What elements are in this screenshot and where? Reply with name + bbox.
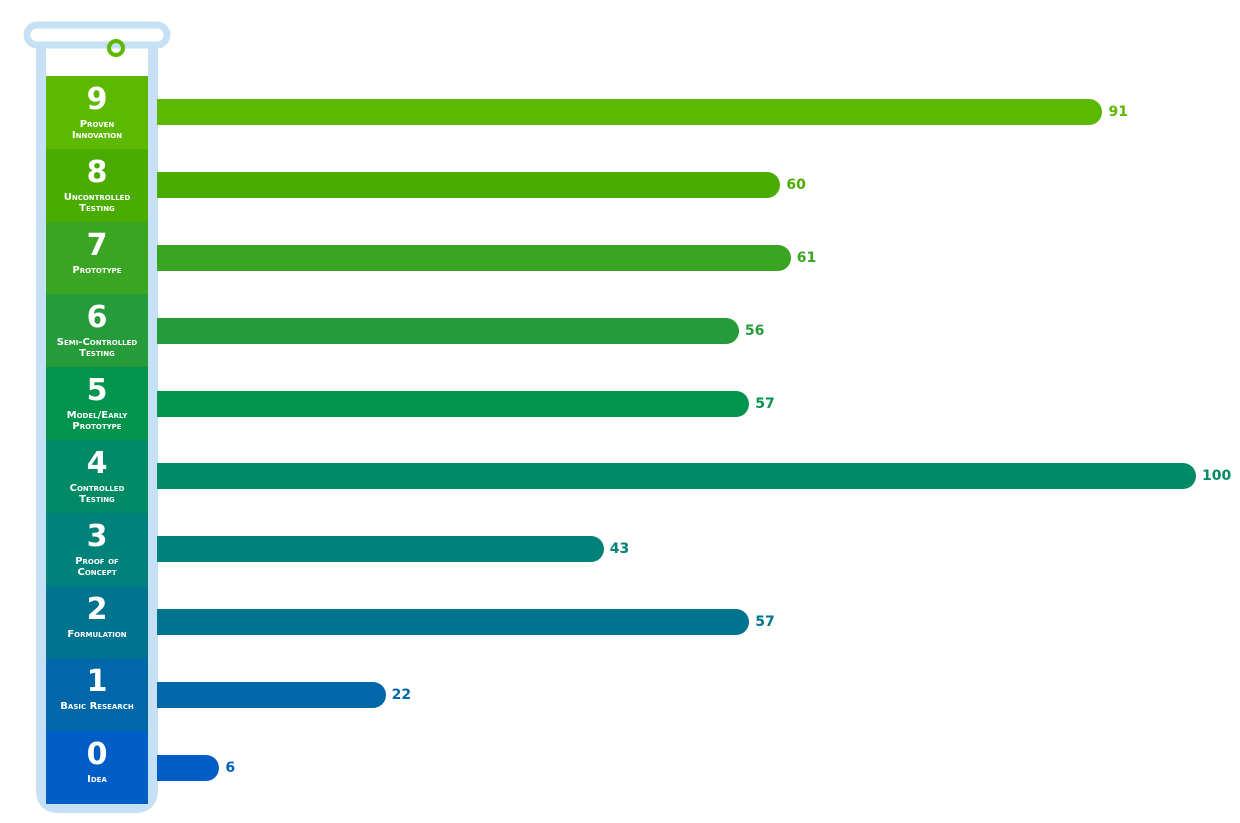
category-label: Proven Innovation (71, 119, 123, 141)
tube-segment: 4 Controlled Testing (46, 440, 148, 514)
category-label: Prototype (72, 264, 122, 276)
category-label: Uncontrolled Testing (63, 191, 131, 214)
tube-segment: 6 Semi-Controlled Testing (46, 294, 148, 368)
level-number: 3 (86, 518, 108, 554)
tube-rim (23, 21, 171, 49)
level-number: 9 (86, 82, 108, 117)
category-label: Formulation (67, 628, 127, 640)
level-number: 5 (86, 373, 108, 409)
bar (157, 463, 1196, 490)
level-number: 2 (86, 591, 108, 627)
bar (157, 536, 604, 563)
tube-outline (36, 40, 158, 813)
tube-segment: 1 Basic Research (46, 658, 148, 732)
tube-segment: 3 Proof of Concept (46, 512, 148, 587)
bar (157, 99, 1103, 126)
level-number: 6 (86, 300, 108, 336)
bar (157, 681, 386, 708)
tube-segment: 7 Prototype (46, 221, 148, 295)
level-number: 4 (86, 446, 108, 481)
bar (157, 245, 791, 271)
bar (157, 609, 750, 635)
level-number: 8 (86, 154, 108, 190)
value-label: 6 (225, 759, 236, 776)
value-label: 43 (609, 541, 630, 558)
category-label: Basic Research (60, 701, 134, 713)
value-label: 60 (786, 177, 806, 194)
value-label: 57 (755, 614, 775, 630)
bar (157, 317, 739, 344)
tube-segment: 8 Uncontrolled Testing (46, 148, 148, 223)
value-label: 61 (796, 250, 817, 266)
value-label: 56 (744, 322, 765, 339)
tube-segment: 0 Idea (46, 731, 148, 805)
value-label: 91 (1108, 104, 1128, 121)
category-label: Proof of Concept (75, 555, 119, 578)
bar (157, 390, 750, 417)
level-number: 7 (86, 227, 108, 263)
tube-segment: 9 Proven Innovation (46, 76, 148, 150)
category-label: Semi-Controlled Testing (56, 337, 138, 360)
tube-segment: 2 Formulation (46, 585, 148, 659)
bar (157, 172, 781, 199)
value-label: 100 (1202, 468, 1232, 485)
bubble (107, 39, 125, 57)
level-number: 1 (86, 664, 108, 700)
tube-segment: 5 Model/Early Prototype (46, 367, 148, 441)
level-number: 0 (86, 737, 108, 773)
bar (157, 754, 220, 781)
value-label: 57 (755, 395, 775, 412)
value-label: 22 (391, 686, 412, 703)
category-label: Model/Early Prototype (66, 410, 128, 433)
category-label: Idea (87, 774, 107, 786)
category-label: Controlled Testing (69, 483, 125, 505)
